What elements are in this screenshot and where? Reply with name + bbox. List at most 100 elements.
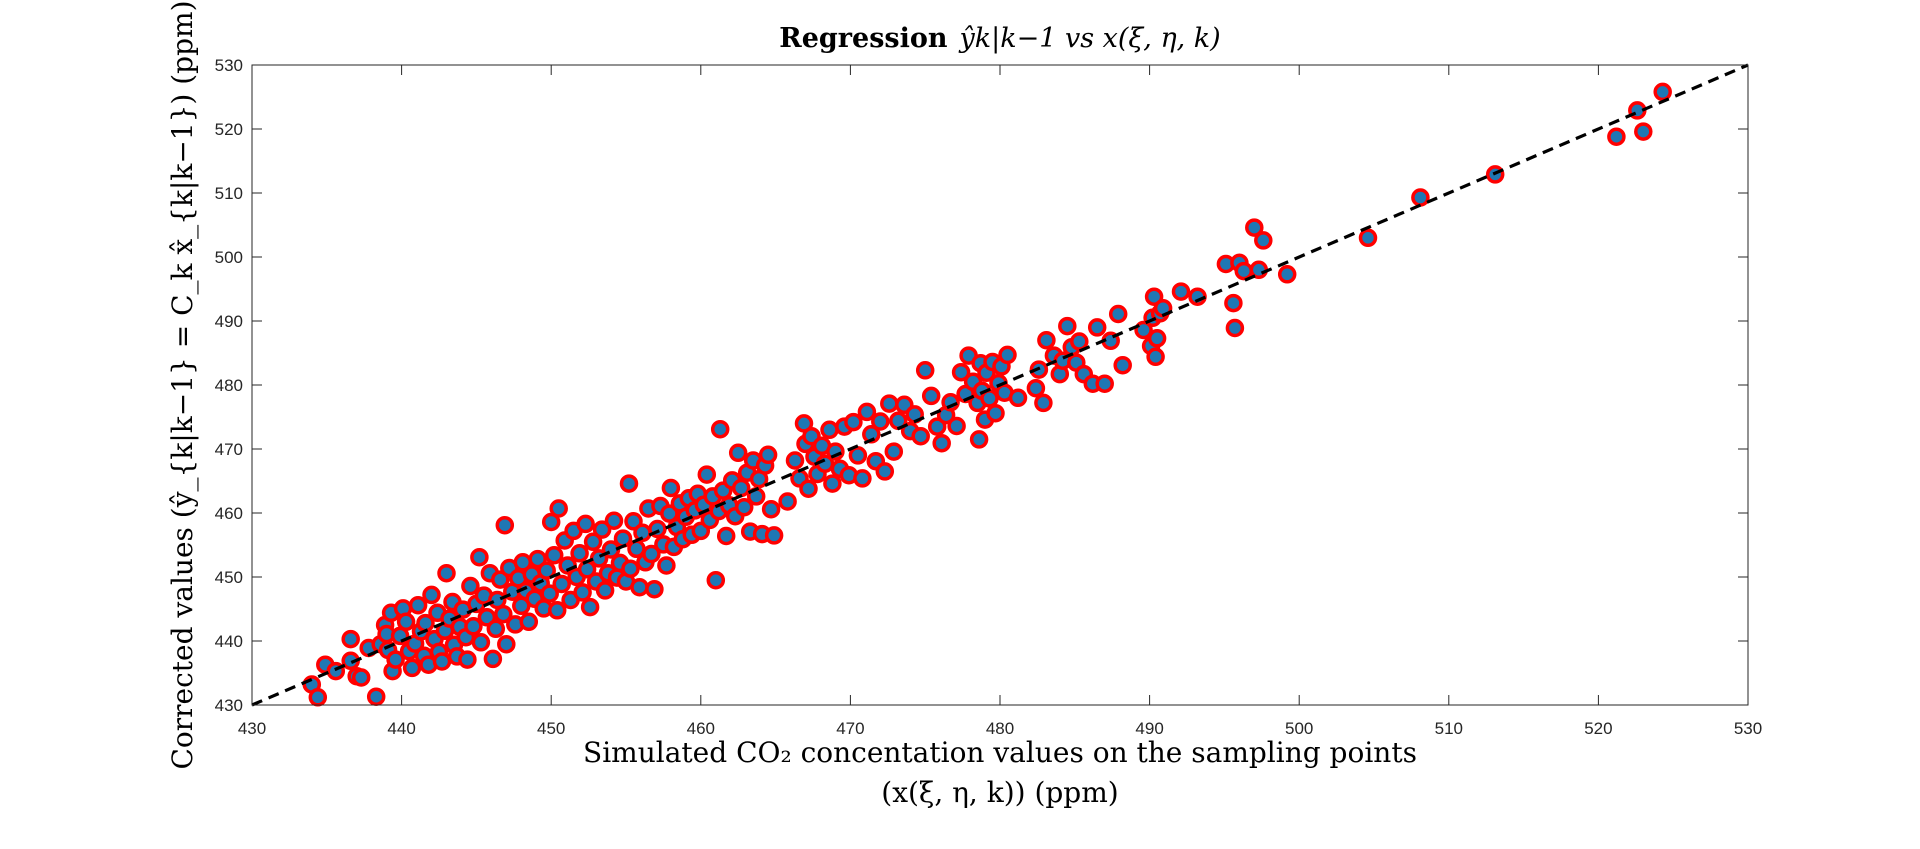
scatter-point bbox=[576, 514, 595, 534]
scatter-point bbox=[549, 499, 568, 518]
scatter-point bbox=[1147, 329, 1167, 348]
scatter-point bbox=[764, 526, 784, 545]
scatter-point bbox=[710, 419, 730, 439]
scatter-point bbox=[308, 688, 328, 707]
y-tick-label: 490 bbox=[215, 312, 243, 331]
scatter-point bbox=[1095, 374, 1114, 393]
scatter-point bbox=[657, 556, 676, 575]
scatter-point bbox=[844, 412, 863, 432]
scatter-point bbox=[871, 412, 890, 431]
scatter-point bbox=[491, 570, 510, 589]
scatter-point bbox=[494, 604, 513, 624]
scatter-point bbox=[544, 545, 564, 565]
scatter-point bbox=[458, 650, 477, 669]
scatter-point bbox=[1026, 378, 1046, 398]
y-tick-label: 460 bbox=[215, 504, 243, 523]
scatter-point bbox=[422, 585, 441, 605]
scatter-point bbox=[386, 650, 405, 669]
scatter-point bbox=[624, 512, 643, 531]
scatter-point bbox=[604, 511, 624, 530]
x-tick-label: 450 bbox=[537, 719, 565, 738]
chart-title-math: ŷk|k−1 vs x(ξ, η, k) bbox=[959, 23, 1221, 54]
scatter-point bbox=[761, 499, 781, 519]
x-axis-ticks: 430 440 450 460 470 480 490 500 510 520 530 bbox=[238, 65, 1762, 738]
scatter-point bbox=[947, 416, 966, 436]
scatter-point bbox=[570, 544, 589, 563]
y-tick-label: 430 bbox=[215, 696, 243, 715]
scatter-point bbox=[432, 652, 452, 671]
scatter-point bbox=[402, 658, 422, 678]
scatter-point bbox=[547, 601, 567, 620]
scatter-point bbox=[341, 629, 360, 649]
scatter-point bbox=[630, 577, 649, 597]
scatter-point bbox=[880, 394, 899, 413]
scatter-point bbox=[495, 515, 515, 535]
y-axis-ticks: 430 440 450 460 470 480 490 500 510 520 530 bbox=[215, 56, 1748, 715]
scatter-point bbox=[477, 608, 497, 627]
x-tick-label: 490 bbox=[1135, 719, 1163, 738]
scatter-point bbox=[1358, 228, 1378, 248]
scatter-point bbox=[884, 442, 904, 461]
scatter-point bbox=[857, 402, 877, 422]
scatter-point bbox=[528, 549, 547, 569]
scatter-point bbox=[1225, 318, 1245, 338]
scatter-point bbox=[396, 612, 416, 632]
scatter-point bbox=[645, 579, 664, 599]
y-tick-label: 510 bbox=[215, 184, 243, 203]
y-tick-label: 500 bbox=[215, 248, 243, 267]
scatter-point bbox=[519, 612, 539, 632]
scatter-point bbox=[1224, 293, 1243, 313]
scatter-point bbox=[1144, 287, 1164, 306]
scatter-point bbox=[778, 492, 797, 511]
scatter-point bbox=[969, 430, 989, 449]
scatter-point bbox=[541, 512, 561, 532]
scatter-point bbox=[1171, 282, 1191, 301]
x-tick-label: 440 bbox=[387, 719, 415, 738]
x-tick-label: 460 bbox=[687, 719, 715, 738]
scatter-point bbox=[1411, 188, 1430, 207]
scatter-point bbox=[1108, 304, 1128, 324]
scatter-point bbox=[366, 687, 386, 706]
x-tick-label: 480 bbox=[986, 719, 1014, 738]
scatter-point bbox=[1146, 347, 1165, 367]
scatter-point bbox=[921, 386, 941, 406]
x-axis-label-line-2: (x(ξ, η, k)) (ppm) bbox=[881, 776, 1118, 809]
scatter-point bbox=[799, 479, 818, 498]
scatter-point bbox=[1234, 261, 1254, 281]
scatter-point bbox=[1607, 127, 1626, 146]
scatter-point bbox=[697, 465, 717, 484]
scatter-point bbox=[497, 634, 516, 654]
scatter-point bbox=[613, 529, 633, 548]
x-tick-label: 500 bbox=[1285, 719, 1313, 738]
scatter-point bbox=[1254, 231, 1273, 250]
scatter-point bbox=[595, 581, 615, 600]
scatter-point bbox=[951, 362, 971, 382]
scatter-point bbox=[932, 433, 951, 453]
scatter-point bbox=[537, 561, 556, 580]
scatter-point bbox=[552, 574, 571, 594]
scatter-point bbox=[915, 361, 935, 380]
scatter-point bbox=[621, 559, 640, 578]
scatter-point bbox=[592, 520, 612, 539]
scatter-points bbox=[302, 82, 1672, 707]
scatter-point bbox=[1277, 265, 1297, 284]
scatter-point bbox=[464, 617, 483, 636]
scatter-point bbox=[1058, 316, 1077, 336]
scatter-point bbox=[848, 446, 868, 465]
y-tick-label: 470 bbox=[215, 440, 243, 459]
scatter-point bbox=[1113, 355, 1132, 375]
scatter-point bbox=[1634, 122, 1653, 141]
x-axis-label-line-1: Simulated CO₂ concentation values on the… bbox=[583, 736, 1417, 769]
scatter-point bbox=[986, 403, 1005, 423]
reference-line-dashed bbox=[251, 63, 1749, 707]
chart-title: Regression ŷk|k−1 vs x(ξ, η, k) bbox=[779, 23, 1220, 54]
x-tick-label: 520 bbox=[1584, 719, 1612, 738]
scatter-point bbox=[619, 474, 639, 493]
scatter-point bbox=[823, 474, 842, 493]
scatter-point bbox=[471, 633, 491, 652]
scatter-point bbox=[408, 595, 428, 615]
scatter-point bbox=[351, 668, 371, 687]
scatter-point bbox=[1245, 218, 1264, 237]
scatter-point bbox=[1087, 318, 1107, 337]
